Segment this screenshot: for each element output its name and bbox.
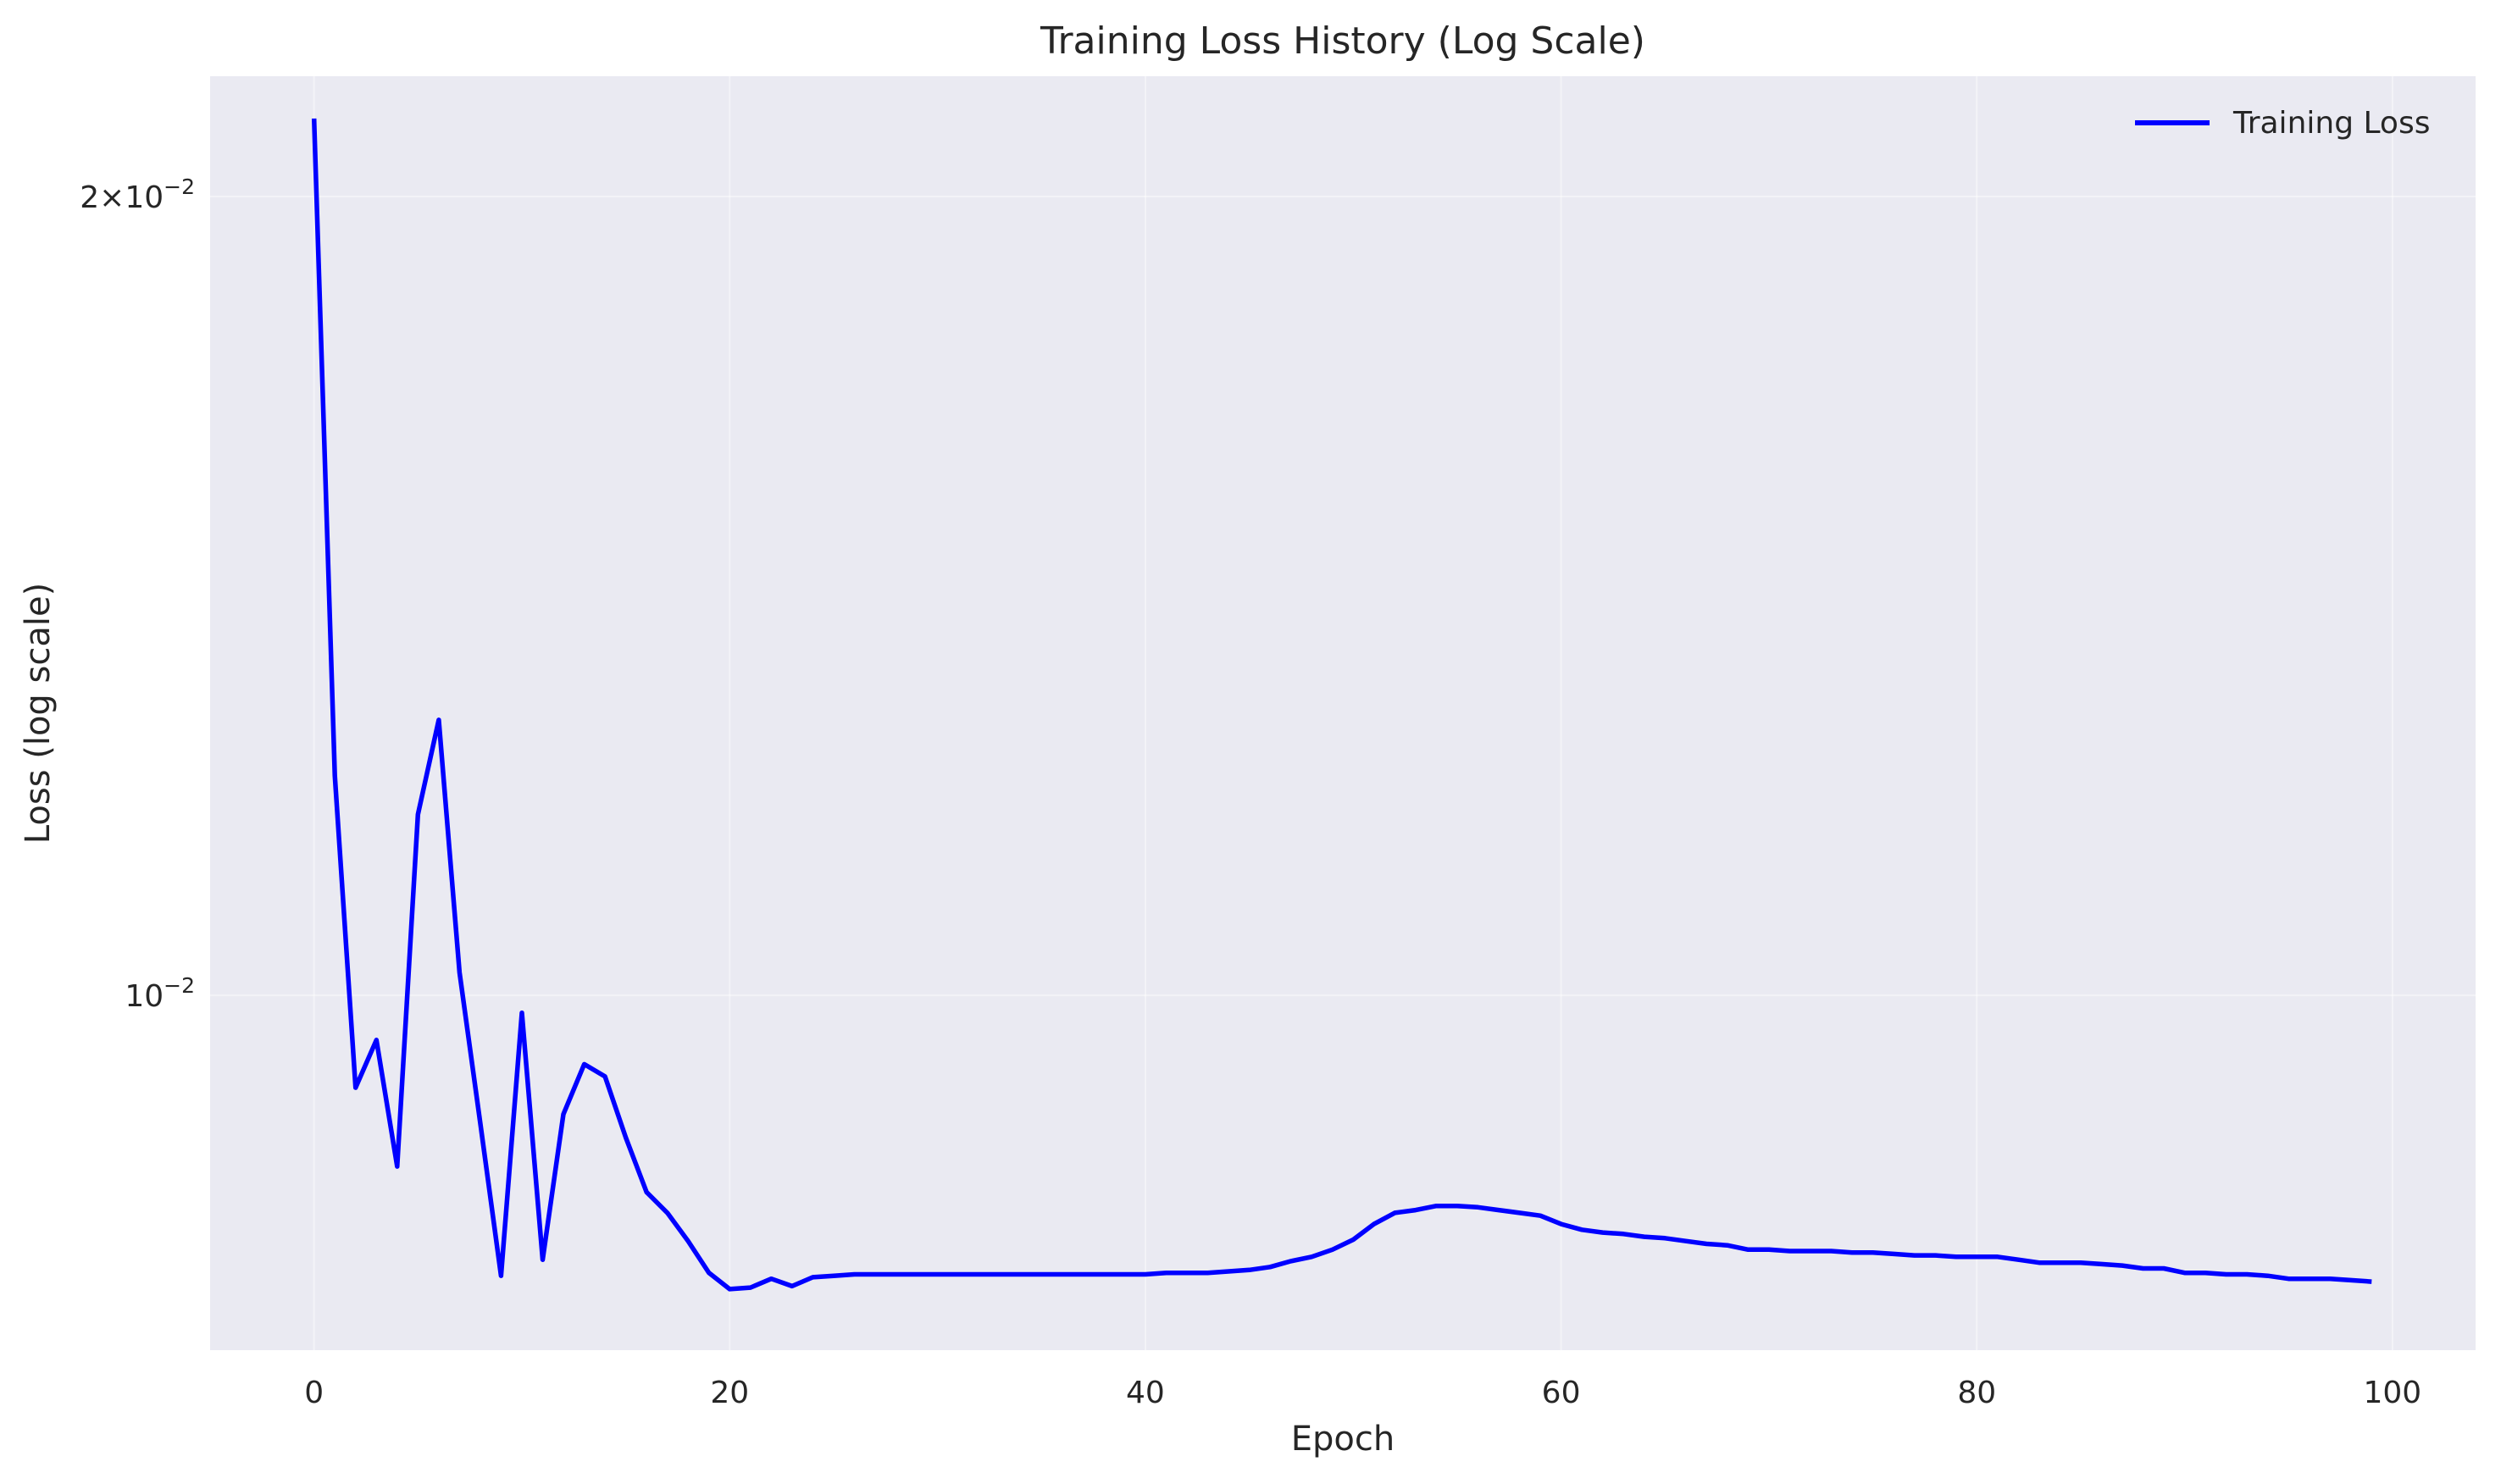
x-tick-label: 100	[2364, 1376, 2422, 1410]
y-tick-label: 2×10−2	[80, 174, 195, 215]
plot-area	[210, 76, 2476, 1350]
x-tick-label: 20	[710, 1376, 749, 1410]
y-axis-label: Loss (log scale)	[19, 583, 58, 844]
x-tick-label: 80	[1957, 1376, 1996, 1410]
x-tick-label: 60	[1542, 1376, 1581, 1410]
series-layer	[311, 118, 2372, 1292]
legend: Training Loss	[2135, 106, 2430, 141]
y-tick-label: 10−2	[125, 973, 195, 1014]
tick-labels: 0 20 40 60 80 100 2×10−2 10−2	[80, 174, 2421, 1410]
legend-label: Training Loss	[2232, 106, 2430, 141]
x-tick-label: 40	[1126, 1376, 1165, 1410]
x-axis-label: Epoch	[1291, 1420, 1395, 1459]
grid-lines	[210, 76, 2476, 1350]
x-tick-label: 0	[304, 1376, 324, 1410]
chart-title: Training Loss History (Log Scale)	[1040, 19, 1645, 63]
series-line-training-loss	[311, 118, 2372, 1292]
